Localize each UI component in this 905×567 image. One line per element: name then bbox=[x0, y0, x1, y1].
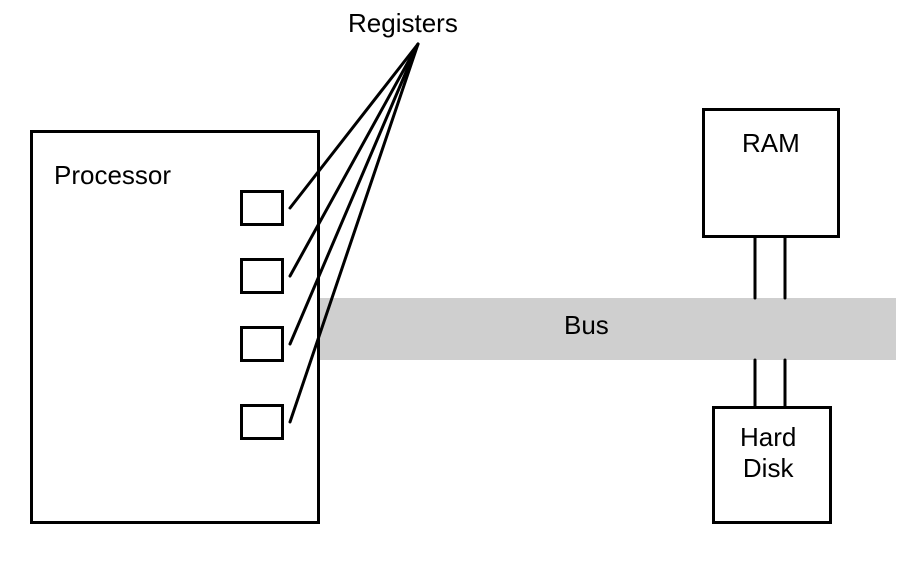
bus-label: Bus bbox=[564, 310, 609, 341]
register-box bbox=[240, 190, 284, 226]
register-box bbox=[240, 404, 284, 440]
processor-label: Processor bbox=[54, 160, 171, 191]
register-box bbox=[240, 326, 284, 362]
registers-title: Registers bbox=[348, 8, 458, 39]
ram-label: RAM bbox=[742, 128, 800, 159]
hard-disk-label: Hard Disk bbox=[740, 422, 796, 484]
register-box bbox=[240, 258, 284, 294]
diagram-stage: Bus Processor RAM Hard Disk Registers bbox=[0, 0, 905, 567]
